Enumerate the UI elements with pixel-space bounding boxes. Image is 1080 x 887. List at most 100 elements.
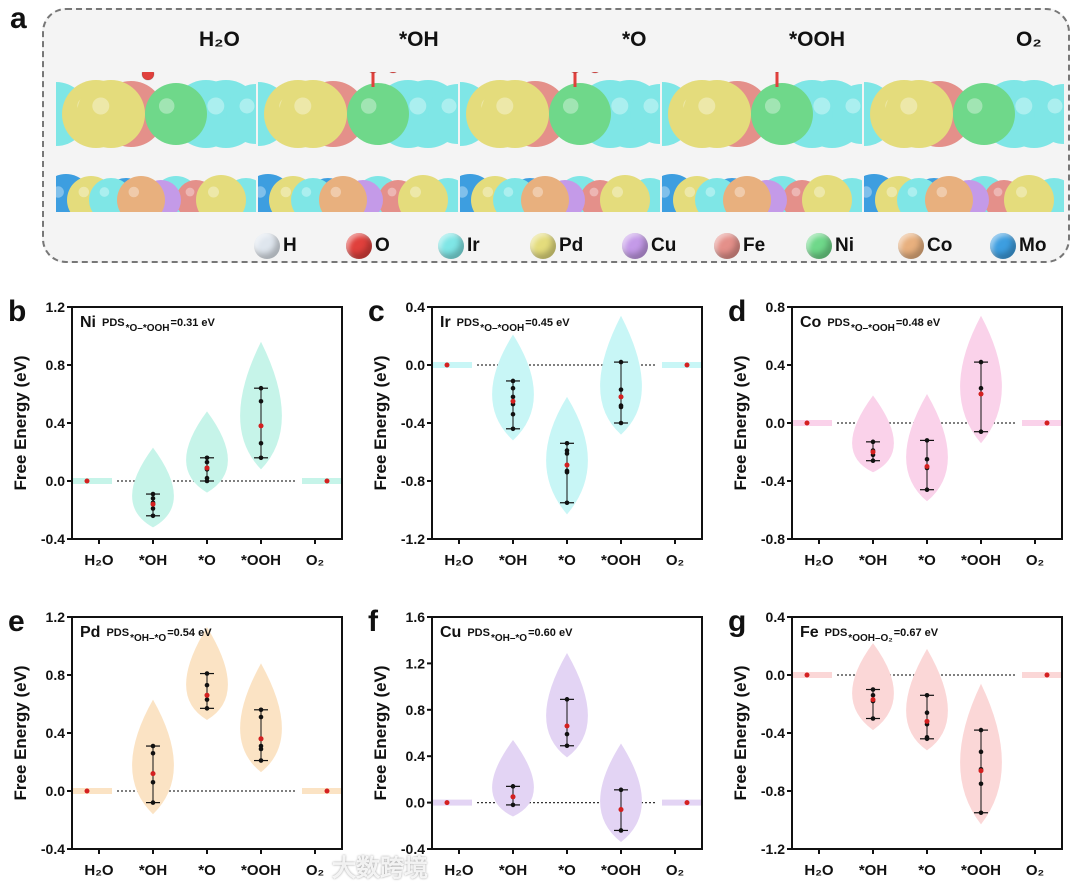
mean-point: [978, 391, 984, 397]
data-point: [510, 412, 516, 417]
data-point: [564, 731, 570, 737]
y-tick-label: 0.8: [766, 299, 786, 315]
y-tick-label: 0.4: [406, 748, 426, 764]
pds-label: PDS: [457, 317, 480, 329]
pds-label: PDS: [827, 317, 850, 329]
y-tick-label: -0.4: [761, 725, 785, 741]
chart-panel-d: d -0.8 -0.4 0.0 0.4 0.8 H₂O *OH *O *OOH O₂ Free Ene…: [728, 295, 1063, 569]
pds-subscript: *OOH–O₂: [848, 633, 892, 644]
data-point: [924, 438, 930, 443]
x-tick-label: *O: [918, 862, 936, 879]
violin-2: [186, 411, 228, 493]
data-point: [204, 459, 210, 465]
legend-item-ni: Ni: [806, 233, 898, 259]
mean-point: [978, 768, 984, 774]
y-axis-label: Free Energy (eV): [371, 665, 390, 800]
metal-label: Ni: [80, 314, 96, 331]
legend-item-cu: Cu: [622, 233, 714, 259]
data-point: [978, 781, 984, 787]
pds-title: Fe PDS *OOH–O₂ =0.67 eV: [800, 624, 939, 644]
data-point: [510, 784, 516, 789]
x-tick-label: H₂O: [804, 552, 833, 569]
pds-title: Ni PDS *O–*OOH =0.31 eV: [80, 314, 216, 334]
y-axis-label: Free Energy (eV): [371, 355, 390, 490]
mean-point: [510, 398, 516, 404]
panel-label: d: [728, 295, 746, 328]
data-point: [204, 706, 210, 711]
o2-band: [662, 362, 702, 368]
y-tick-label: 1.2: [406, 655, 426, 671]
reaction-structures-panel: H₂O *OH *O *OOH O₂ H O Ir Pd Cu Fe Ni Co Mo: [42, 8, 1070, 263]
pds-value: =0.48 eV: [896, 317, 941, 329]
y-tick-label: 0.4: [46, 415, 66, 431]
atom-sphere-icon: [990, 233, 1016, 259]
legend-item-h: H: [254, 233, 346, 259]
data-point: [870, 458, 876, 463]
data-point: [150, 491, 156, 497]
legend-label: Mo: [1019, 235, 1047, 256]
x-tick-label: *OH: [139, 862, 167, 879]
mean-point: [564, 723, 570, 729]
mean-point: [564, 462, 570, 468]
y-tick-label: -0.8: [401, 473, 425, 489]
data-point: [258, 707, 264, 713]
data-point: [510, 385, 516, 391]
data-point: [978, 810, 984, 816]
data-point: [618, 387, 624, 392]
violin-1: [852, 395, 894, 473]
metal-label: Ir: [440, 314, 451, 331]
mean-point: [444, 800, 450, 806]
data-point: [564, 451, 570, 456]
mean-point: [804, 672, 810, 678]
chart-panel-f: f -0.4 0.0 0.4 0.8 1.2 1.6 H₂O *OH *O *OOH O₂ Free E…: [368, 605, 703, 879]
pds-subscript: *O–*OOH: [851, 323, 895, 334]
h2o-band: [72, 478, 112, 484]
data-point: [870, 716, 876, 721]
atom-sphere-icon: [622, 233, 648, 259]
chart-panel-c: c -1.2 -0.8 -0.4 0.0 0.4 H₂O *OH *O *OOH O₂ Free En…: [368, 295, 703, 569]
y-tick-label: 0.0: [766, 667, 786, 683]
pds-title: Ir PDS *O–*OOH =0.45 eV: [440, 314, 570, 334]
o2-band: [302, 788, 342, 794]
x-tick-label: *OOH: [601, 862, 641, 879]
violin-1: [492, 739, 534, 817]
y-axis-label: Free Energy (eV): [731, 355, 750, 490]
mean-point: [684, 362, 690, 368]
legend-label: Cu: [651, 235, 677, 256]
y-tick-label: -0.8: [761, 783, 785, 799]
mean-point: [618, 394, 624, 400]
panel-label: c: [368, 295, 385, 328]
mean-point: [1044, 420, 1050, 426]
y-tick-label: 0.0: [406, 795, 426, 811]
data-point: [150, 743, 156, 749]
legend-label: Co: [927, 235, 953, 256]
mean-point: [84, 788, 90, 794]
legend-item-co: Co: [898, 233, 990, 259]
y-tick-label: -0.4: [761, 473, 785, 489]
x-tick-label: *OOH: [601, 552, 641, 569]
mean-point: [1044, 672, 1050, 678]
mean-point: [684, 800, 690, 806]
state-title-ooh: *OOH: [789, 28, 846, 51]
o2-band: [1022, 672, 1062, 678]
data-point: [618, 404, 624, 410]
atom-sphere-icon: [898, 233, 924, 259]
element-legend: H O Ir Pd Cu Fe Ni Co Mo: [254, 233, 1080, 259]
y-tick-label: 1.2: [46, 299, 66, 315]
metal-label: Cu: [440, 624, 461, 641]
data-point: [510, 378, 516, 384]
x-tick-label: O₂: [1026, 862, 1044, 879]
state-title-h2o: H₂O: [199, 28, 240, 51]
chart-panel-g: g -1.2 -0.8 -0.4 0.0 0.4 H₂O *OH *O *OOH O₂ Free En…: [728, 605, 1063, 879]
y-tick-label: 0.8: [406, 702, 426, 718]
mean-point: [150, 501, 156, 507]
data-point: [258, 746, 264, 752]
x-tick-label: *OH: [139, 552, 167, 569]
x-tick-label: H₂O: [444, 552, 473, 569]
y-tick-label: 0.8: [46, 667, 66, 683]
x-tick-label: *O: [198, 552, 216, 569]
y-tick-label: 0.0: [46, 473, 66, 489]
violin-1: [132, 447, 174, 528]
chart-panel-e: e -0.4 0.0 0.4 0.8 1.2 H₂O *OH *O *OOH O₂ Free Ener…: [8, 605, 343, 879]
y-tick-label: 0.8: [46, 357, 66, 373]
